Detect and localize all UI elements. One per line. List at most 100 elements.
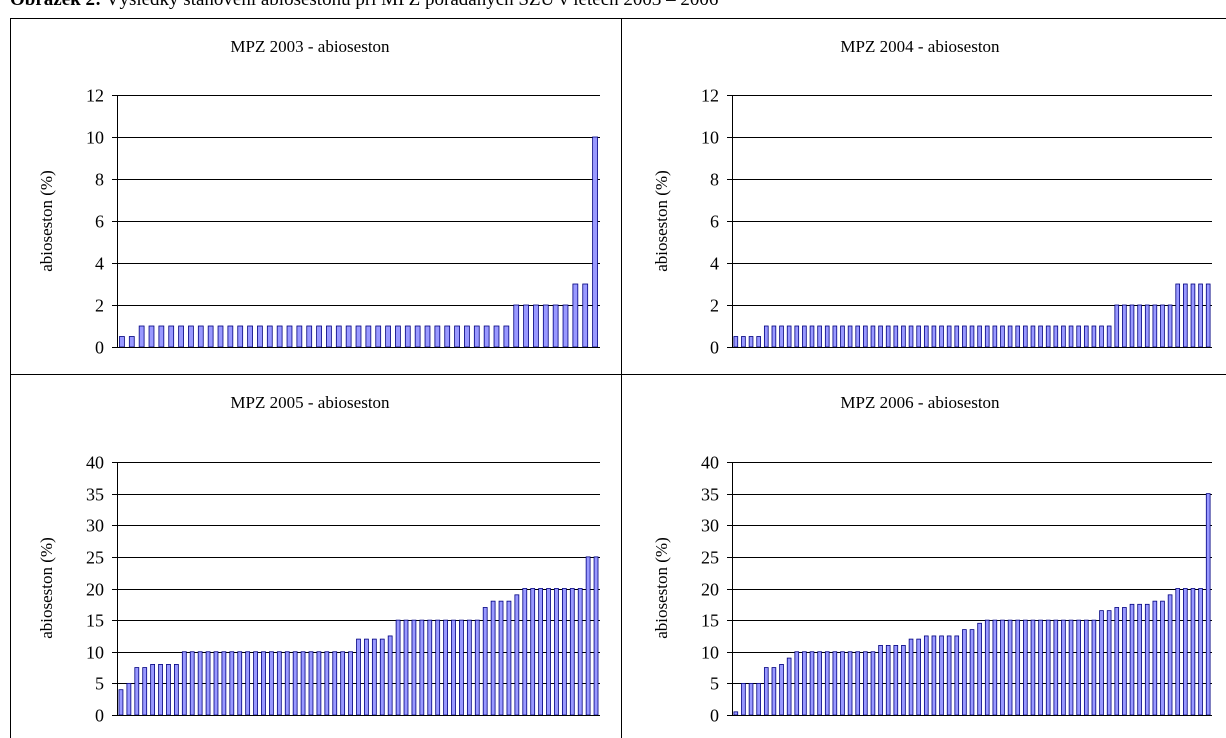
bar — [542, 304, 549, 348]
bar — [577, 588, 583, 716]
bar — [893, 645, 899, 716]
bar — [763, 667, 769, 716]
bar — [1068, 325, 1074, 348]
bar — [984, 619, 990, 716]
bar — [451, 619, 456, 716]
bar — [840, 651, 845, 716]
bar — [1091, 325, 1097, 348]
bar — [266, 325, 273, 348]
bar — [1137, 304, 1142, 348]
bar — [794, 325, 800, 348]
bar — [1129, 603, 1135, 716]
bar — [454, 325, 460, 348]
bar — [1167, 594, 1173, 716]
bar — [923, 635, 929, 716]
bar — [253, 651, 258, 716]
chart-title: MPZ 2006 - abioseston — [840, 393, 1000, 412]
bar — [741, 682, 746, 716]
bar — [1152, 304, 1158, 348]
bar — [1053, 325, 1059, 348]
bar — [977, 622, 982, 716]
bar — [1091, 619, 1097, 716]
bar — [916, 325, 921, 348]
bar — [931, 325, 937, 348]
bar — [269, 651, 274, 716]
y-tick-label: 25 — [701, 548, 719, 568]
bar — [207, 325, 214, 348]
chart-title: MPZ 2005 - abioseston — [230, 393, 390, 412]
bar — [962, 629, 967, 716]
bar — [1114, 607, 1120, 716]
bar — [885, 325, 891, 348]
bar — [748, 336, 754, 348]
bar — [466, 619, 472, 716]
chart-title: MPZ 2004 - abioseston — [840, 37, 1000, 56]
bar — [403, 619, 409, 716]
bar — [188, 325, 194, 348]
bar — [498, 600, 504, 716]
figure-caption: Obrázek 2: Výsledky stanovení abioseston… — [10, 0, 718, 11]
bar — [1023, 325, 1028, 348]
bar — [1068, 619, 1074, 716]
bar — [419, 619, 425, 716]
bar — [1061, 325, 1066, 348]
bar — [1038, 325, 1043, 348]
bar — [166, 664, 171, 716]
bar — [284, 651, 290, 716]
bar — [483, 325, 490, 348]
bar — [424, 325, 431, 348]
chart-mpz-2004: MPZ 2004 - abioseston abioseston (%) 0 2 4… — [652, 37, 1212, 358]
bar — [427, 619, 433, 716]
bar — [1205, 493, 1211, 716]
bar — [817, 651, 822, 716]
bar — [300, 651, 306, 716]
bar — [1061, 619, 1066, 716]
bar — [1099, 610, 1104, 716]
bar — [939, 325, 944, 348]
bar — [404, 325, 411, 348]
y-tick-label: 8 — [710, 170, 719, 190]
y-tick-label: 40 — [701, 453, 719, 473]
bar — [809, 325, 815, 348]
bar — [870, 325, 876, 348]
bar — [134, 667, 140, 716]
bar — [348, 651, 353, 716]
bar — [969, 629, 975, 716]
bar — [1045, 619, 1051, 716]
bar — [229, 651, 235, 716]
bar — [748, 682, 754, 716]
bar — [878, 325, 883, 348]
bar — [538, 588, 544, 716]
bar — [779, 664, 784, 716]
bar — [1114, 304, 1120, 348]
bar — [817, 325, 822, 348]
y-tick-label: 10 — [86, 643, 104, 663]
bar — [533, 304, 539, 348]
bar — [522, 588, 528, 716]
bar — [1122, 607, 1127, 716]
bar — [443, 619, 448, 716]
bar — [1198, 588, 1203, 716]
bar — [946, 325, 952, 348]
y-tick-label: 35 — [701, 485, 719, 505]
bar — [1129, 304, 1135, 348]
bar — [506, 600, 512, 716]
bar — [954, 325, 960, 348]
y-axis-label: abioseston (%) — [37, 537, 56, 639]
bar — [939, 635, 944, 716]
bar — [1038, 619, 1043, 716]
bar — [863, 651, 868, 716]
bar — [593, 556, 599, 716]
bar — [977, 325, 982, 348]
bar — [464, 325, 470, 348]
bar — [178, 325, 184, 348]
bar — [552, 304, 559, 348]
bar — [1007, 325, 1013, 348]
bar — [592, 136, 598, 348]
bar — [855, 651, 861, 716]
bar — [375, 325, 382, 348]
y-tick-label: 0 — [710, 338, 719, 358]
y-axis-label: abioseston (%) — [37, 170, 56, 272]
bar — [1183, 588, 1188, 716]
bar — [984, 325, 990, 348]
